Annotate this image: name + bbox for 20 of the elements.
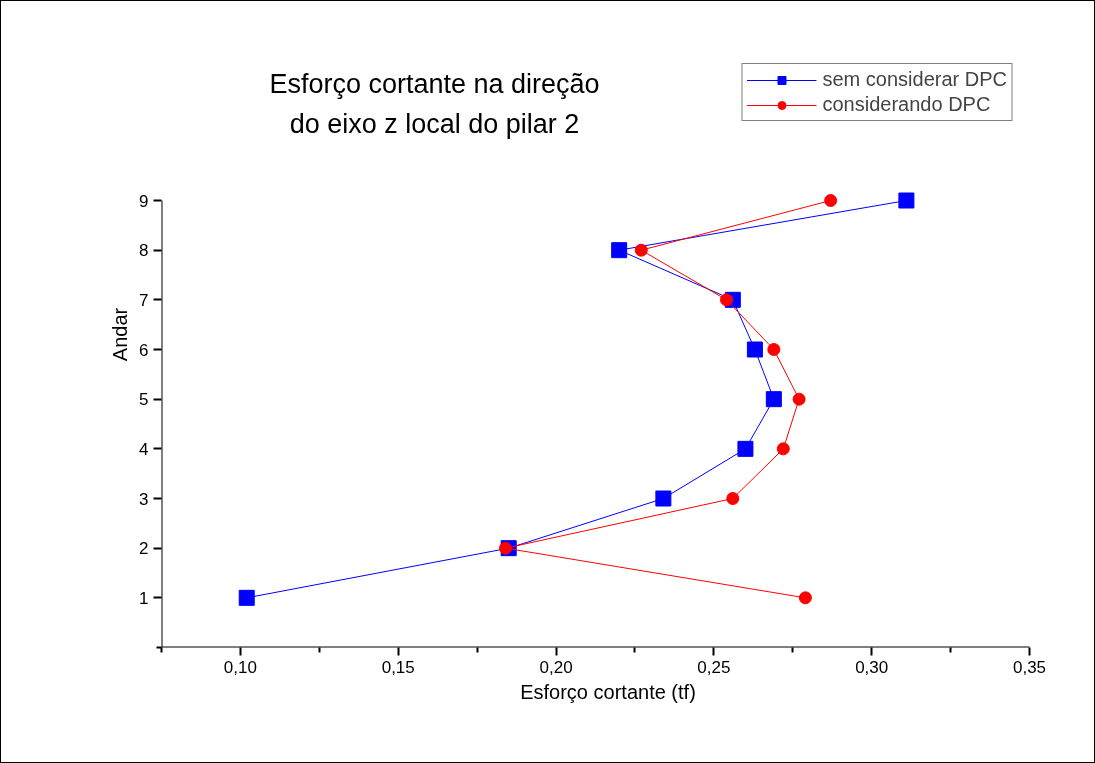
x-tick-label: 0,25 [697, 657, 731, 677]
y-tick-label: 4 [139, 439, 149, 459]
y-tick-label: 8 [139, 241, 149, 261]
y-tick-label: 7 [139, 290, 149, 310]
y-tick-label: 5 [139, 390, 149, 410]
y-tick-label: 2 [139, 539, 149, 559]
x-axis-title: Esforço cortante (tf) [520, 680, 696, 703]
x-tick-label: 0,15 [381, 657, 415, 677]
y-axis-title: Andar [109, 307, 132, 362]
x-tick-label: 0,35 [1012, 657, 1047, 677]
legend-label: considerando DPC [822, 93, 991, 116]
y-tick-label: 1 [139, 588, 149, 608]
y-tick-label: 3 [139, 489, 149, 509]
x-tick-label: 0,30 [855, 657, 889, 677]
x-tick-label: 0,10 [223, 657, 257, 677]
y-tick-label: 6 [139, 340, 149, 360]
legend-label: sem considerar DPC [822, 68, 1007, 91]
y-tick-label: 9 [139, 191, 149, 211]
x-tick-label: 0,20 [539, 657, 573, 677]
chart-title: Esforço cortante na direção do eixo z local do pilar 2 [269, 68, 600, 139]
